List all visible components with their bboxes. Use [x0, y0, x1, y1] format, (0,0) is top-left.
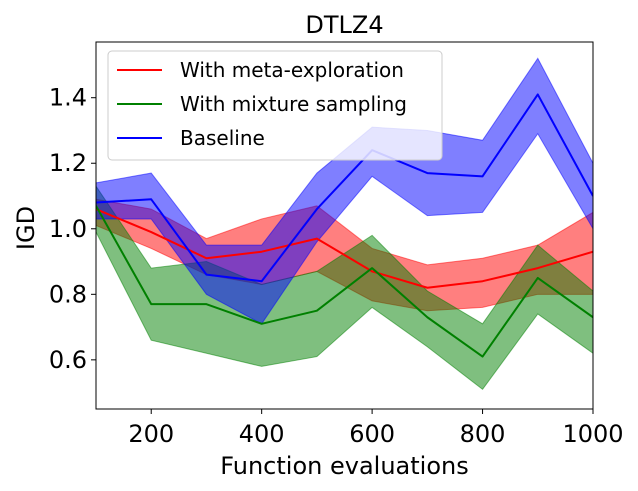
- line-with-mixture-sampling: [96, 205, 593, 358]
- line-with-meta-exploration: [96, 208, 593, 289]
- y-axis-title: IGD: [12, 206, 40, 250]
- x-axis-title: Function evaluations: [220, 452, 468, 480]
- x-tick-label: 200: [128, 420, 174, 448]
- y-tick-label: 0.8: [49, 280, 87, 308]
- legend-label-baseline: Baseline: [180, 126, 265, 150]
- x-tick-label: 600: [349, 420, 395, 448]
- x-tick-label: 800: [460, 420, 506, 448]
- chart-title: DTLZ4: [305, 11, 383, 39]
- line-baseline: [96, 93, 593, 283]
- y-tick-label: 1.4: [49, 84, 87, 112]
- plot-frame: [95, 41, 594, 410]
- legend-label-mixture-sampling: With mixture sampling: [180, 92, 407, 116]
- x-tick-label: 400: [239, 420, 285, 448]
- y-tick-label: 0.6: [49, 346, 87, 374]
- legend-label-meta-exploration: With meta-exploration: [180, 58, 404, 82]
- y-tick-label: 1.2: [49, 149, 87, 177]
- y-tick-label: 1.0: [49, 215, 87, 243]
- legend: With meta-exploration With mixture sampl…: [107, 50, 443, 161]
- legend-frame: [107, 50, 443, 161]
- x-tick-label: 1000: [562, 420, 623, 448]
